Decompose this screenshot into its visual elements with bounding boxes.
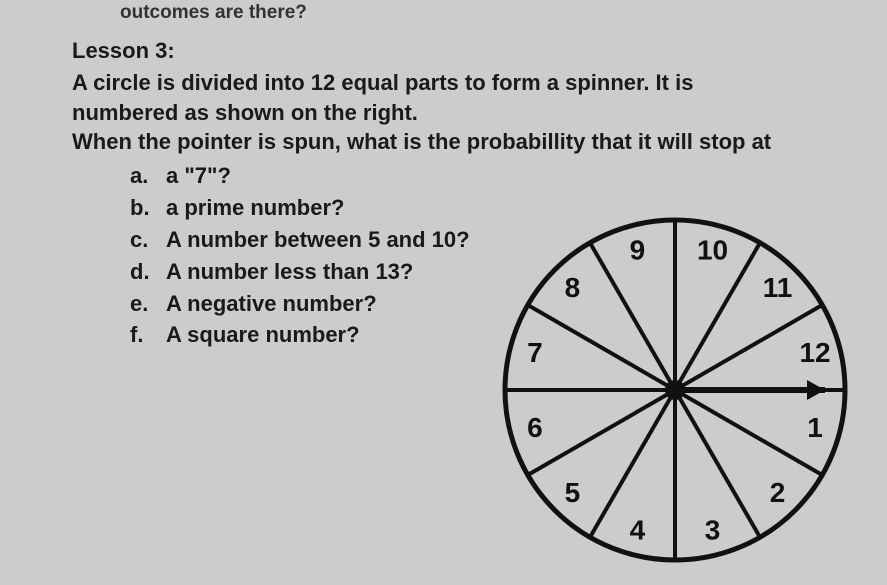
question-a: a. a "7"? xyxy=(130,160,470,192)
spinner-number-1: 1 xyxy=(807,412,823,443)
question-d-label: d. xyxy=(130,256,166,288)
question-b-label: b. xyxy=(130,192,166,224)
lesson-heading: Lesson 3: xyxy=(72,38,175,64)
spinner-number-7: 7 xyxy=(527,337,543,368)
question-d-text: A number less than 13? xyxy=(166,256,470,288)
spinner-number-11: 11 xyxy=(763,272,793,303)
question-d: d. A number less than 13? xyxy=(130,256,470,288)
spinner-number-10: 10 xyxy=(697,234,728,265)
question-b-text: a prime number? xyxy=(166,192,470,224)
question-list: a. a "7"? b. a prime number? c. A number… xyxy=(130,160,470,351)
spinner-center-dot xyxy=(665,380,685,400)
body-line-3: When the pointer is spun, what is the pr… xyxy=(72,127,832,157)
question-a-text: a "7"? xyxy=(166,160,470,192)
question-c: c. A number between 5 and 10? xyxy=(130,224,470,256)
question-a-label: a. xyxy=(130,160,166,192)
question-c-text: A number between 5 and 10? xyxy=(166,224,470,256)
lesson-body: A circle is divided into 12 equal parts … xyxy=(72,68,832,157)
spinner-number-9: 9 xyxy=(630,234,646,265)
spinner-number-8: 8 xyxy=(565,272,581,303)
question-f: f. A square number? xyxy=(130,319,470,351)
partial-top-text: outcomes are there? xyxy=(120,2,307,24)
question-c-label: c. xyxy=(130,224,166,256)
spinner-number-5: 5 xyxy=(565,477,581,508)
question-e-text: A negative number? xyxy=(166,288,470,320)
body-line-2: numbered as shown on the right. xyxy=(72,98,832,128)
question-e: e. A negative number? xyxy=(130,288,470,320)
spinner-number-2: 2 xyxy=(770,477,786,508)
question-f-text: A square number? xyxy=(166,319,470,351)
question-e-label: e. xyxy=(130,288,166,320)
spinner-number-4: 4 xyxy=(630,515,646,546)
spinner-number-3: 3 xyxy=(705,515,721,546)
page: outcomes are there? Lesson 3: A circle i… xyxy=(0,0,887,585)
spinner-diagram: 123456789101112 xyxy=(485,200,865,580)
spinner-number-6: 6 xyxy=(527,412,543,443)
question-f-label: f. xyxy=(130,319,166,351)
body-line-1: A circle is divided into 12 equal parts … xyxy=(72,68,832,98)
question-b: b. a prime number? xyxy=(130,192,470,224)
spinner-number-12: 12 xyxy=(799,337,830,368)
